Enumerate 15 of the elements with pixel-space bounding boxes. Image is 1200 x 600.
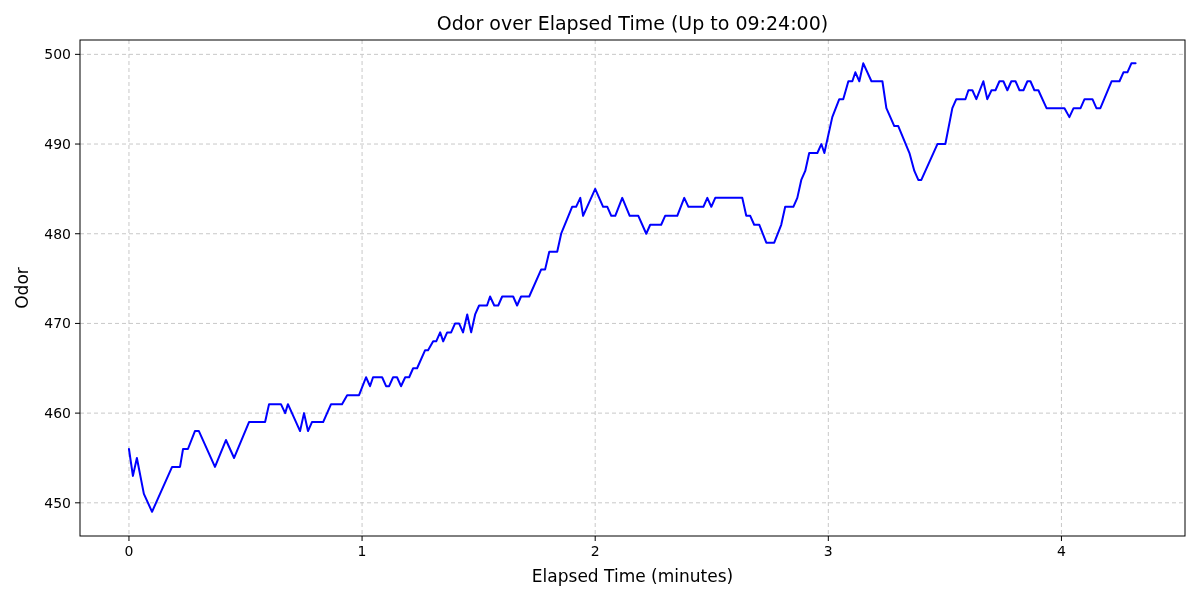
line-series — [127, 62, 1137, 513]
y-tick-label: 490 — [44, 135, 71, 152]
chart-title: Odor over Elapsed Time (Up to 09:24:00) — [436, 12, 829, 34]
y-axis-title: Odor — [12, 267, 32, 309]
y-tick-label: 500 — [44, 46, 71, 63]
y-tick-label: 460 — [44, 405, 71, 422]
y-tick-label: 470 — [44, 315, 71, 332]
x-tick-label: 4 — [1056, 543, 1066, 559]
x-tick-label: 2 — [590, 543, 600, 559]
y-tick-label: 450 — [44, 494, 71, 511]
x-tick-label: 3 — [823, 543, 833, 559]
x-axis-title: Elapsed Time (minutes) — [531, 566, 734, 586]
x-tick-label: 1 — [357, 543, 367, 559]
x-tick-label: 0 — [124, 543, 134, 559]
y-tick-label: 480 — [44, 225, 71, 242]
